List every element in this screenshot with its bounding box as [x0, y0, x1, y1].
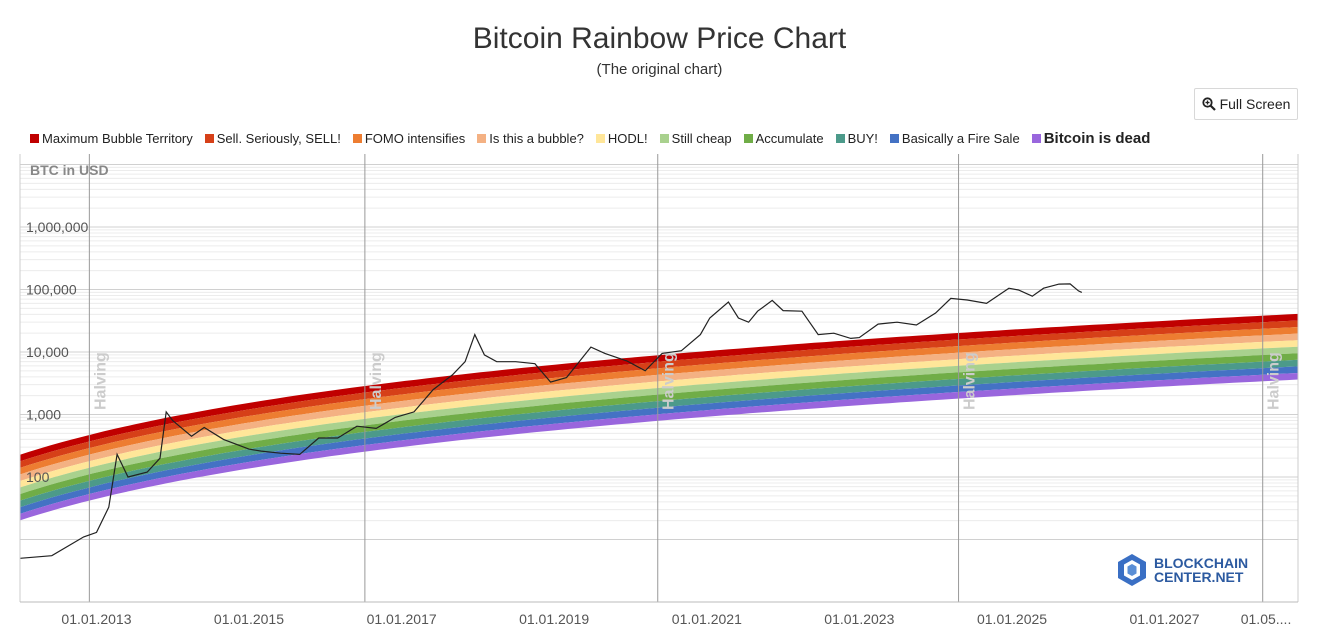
- legend-item[interactable]: Is this a bubble?: [477, 131, 584, 146]
- full-screen-label: Full Screen: [1219, 96, 1291, 112]
- y-tick-label: 1,000: [26, 407, 61, 423]
- legend-item[interactable]: Sell. Seriously, SELL!: [204, 131, 341, 146]
- blockchaincenter-logo: BLOCKCHAIN CENTER.NET: [1114, 552, 1248, 588]
- x-tick-label: 01.01.2025: [977, 611, 1047, 627]
- legend-item[interactable]: BUY!: [835, 131, 878, 146]
- x-tick-label: 01.01.2013: [61, 611, 131, 627]
- legend-swatch: [659, 134, 669, 143]
- legend-label: Maximum Bubble Territory: [42, 131, 193, 146]
- x-tick-label: 01.01.2015: [214, 611, 284, 627]
- legend-item[interactable]: Basically a Fire Sale: [889, 131, 1020, 146]
- rainbow-chart: Halving Halving Halving Halving Halving 100 1,…: [19, 154, 1299, 627]
- halving-label: Halving: [661, 352, 678, 410]
- y-tick-label: 1,000,000: [26, 219, 88, 235]
- blockchaincenter-logo-icon: [1118, 554, 1146, 586]
- legend-label: HODL!: [607, 131, 648, 146]
- legend-label: Still cheap: [671, 131, 732, 146]
- logo-text-line2: CENTER.NET: [1154, 569, 1244, 585]
- y-tick-label: 100,000: [26, 282, 77, 298]
- legend-label: Sell. Seriously, SELL!: [216, 131, 341, 146]
- legend-label: Is this a bubble?: [489, 131, 584, 146]
- y-axis-label: BTC in USD: [30, 162, 109, 178]
- legend-item[interactable]: FOMO intensifies: [352, 131, 466, 146]
- legend-swatch: [30, 134, 39, 143]
- legend-swatch: [889, 134, 899, 143]
- x-tick-label: 01.01.2017: [367, 611, 437, 627]
- legend-item[interactable]: HODL!: [595, 131, 648, 146]
- halving-label: Halving: [1266, 352, 1283, 410]
- legend-label: Bitcoin is dead: [1043, 130, 1151, 147]
- logo-text-line1: BLOCKCHAIN: [1154, 555, 1249, 571]
- legend-label: FOMO intensifies: [364, 131, 466, 146]
- full-screen-button[interactable]: Full Screen: [1194, 88, 1298, 120]
- legend-item[interactable]: Bitcoin is dead: [1031, 130, 1151, 147]
- legend-swatch: [204, 134, 214, 143]
- chart-legend: Maximum Bubble Territory Sell. Seriously,…: [30, 130, 1162, 147]
- legend-swatch: [743, 134, 753, 143]
- chart-title: Bitcoin Rainbow Price Chart: [472, 22, 847, 55]
- legend-item[interactable]: Still cheap: [659, 131, 732, 146]
- y-tick-label: 100: [26, 469, 50, 485]
- legend-swatch: [477, 134, 487, 143]
- y-tick-label: 10,000: [26, 344, 69, 360]
- x-tick-label: 01.01.2023: [824, 611, 894, 627]
- chart-subtitle: (The original chart): [596, 61, 723, 78]
- rainbow-bands: [20, 313, 1298, 521]
- halving-label: Halving: [92, 352, 109, 410]
- halving-label: Halving: [368, 352, 385, 410]
- zoom-icon: [1201, 97, 1216, 111]
- x-tick-label: 01.01.2019: [519, 611, 589, 627]
- btc-price-line: [20, 283, 1083, 559]
- halving-label: Halving: [962, 352, 979, 410]
- legend-label: Accumulate: [755, 131, 824, 146]
- legend-swatch: [835, 134, 845, 143]
- halving-markers: Halving Halving Halving Halving Halving: [88, 154, 1283, 602]
- legend-label: BUY!: [847, 131, 878, 146]
- x-tick-label: 01.01.2027: [1129, 611, 1199, 627]
- legend-swatch: [352, 134, 362, 143]
- legend-swatch: [595, 134, 605, 143]
- legend-item[interactable]: Maximum Bubble Territory: [30, 131, 193, 146]
- legend-item[interactable]: Accumulate: [743, 131, 824, 146]
- legend-swatch: [1031, 134, 1041, 143]
- x-tick-label: 01.05....: [1241, 611, 1292, 627]
- legend-label: Basically a Fire Sale: [901, 131, 1020, 146]
- x-tick-label: 01.01.2021: [672, 611, 742, 627]
